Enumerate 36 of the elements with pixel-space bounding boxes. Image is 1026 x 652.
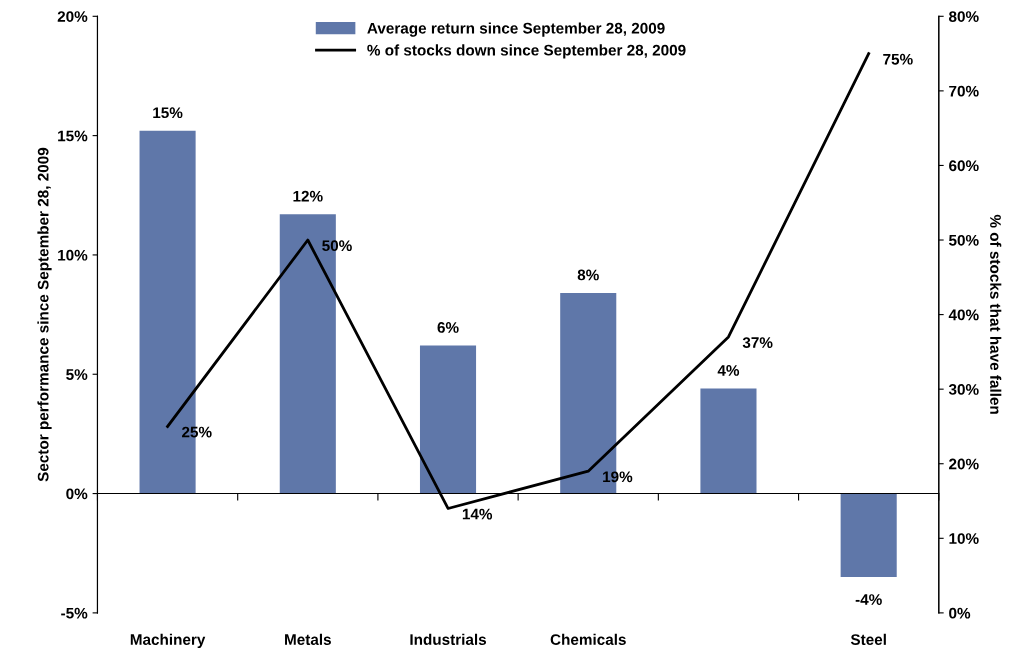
data-label: 14%: [462, 508, 493, 520]
y2-tick-label: 80%: [949, 11, 979, 22]
y2-axis-title: % of stocks that have fallen: [990, 214, 1002, 414]
y-tick-label: 15%: [58, 130, 88, 142]
x-tick-label: Chemicals: [550, 633, 626, 645]
y2-tick-label: 50%: [948, 234, 979, 246]
data-label: 8%: [577, 269, 599, 281]
data-label: 12%: [293, 190, 323, 202]
data-label: 15%: [153, 107, 183, 119]
data-label: 4%: [717, 365, 740, 376]
y-tick-label: 5%: [66, 369, 88, 380]
legend-label: % of stocks down since September 28, 2009: [367, 44, 686, 59]
y2-tick-label: 20%: [949, 458, 979, 470]
y2-tick-label: 30%: [948, 384, 979, 395]
bar: [700, 388, 757, 494]
legend-label: Average return since September 28, 2009: [367, 22, 665, 37]
x-tick-label: Machinery: [130, 633, 206, 648]
y-tick-label: 10%: [58, 249, 88, 261]
y2-tick-label: 60%: [949, 160, 979, 172]
x-tick-label: Industrials: [410, 633, 487, 645]
data-label: -4%: [855, 594, 882, 605]
y-tick-label: -5%: [61, 607, 88, 619]
y2-tick-label: 0%: [949, 607, 971, 619]
y2-tick-label: 10%: [949, 533, 979, 544]
y-tick-label: 0%: [66, 488, 88, 500]
y2-tick-label: 70%: [949, 85, 979, 97]
x-tick-label: Steel: [850, 633, 886, 645]
data-label: 6%: [437, 322, 459, 333]
y2-tick-label: 40%: [948, 309, 979, 321]
data-label: 75%: [883, 53, 913, 65]
bar: [419, 345, 477, 494]
x-tick-label: Metals: [285, 633, 331, 645]
data-label: 37%: [742, 337, 773, 349]
bar: [840, 493, 897, 578]
y-tick-label: 20%: [57, 11, 88, 22]
y-axis-title: Sector performance since September 28, 2009: [37, 147, 52, 482]
